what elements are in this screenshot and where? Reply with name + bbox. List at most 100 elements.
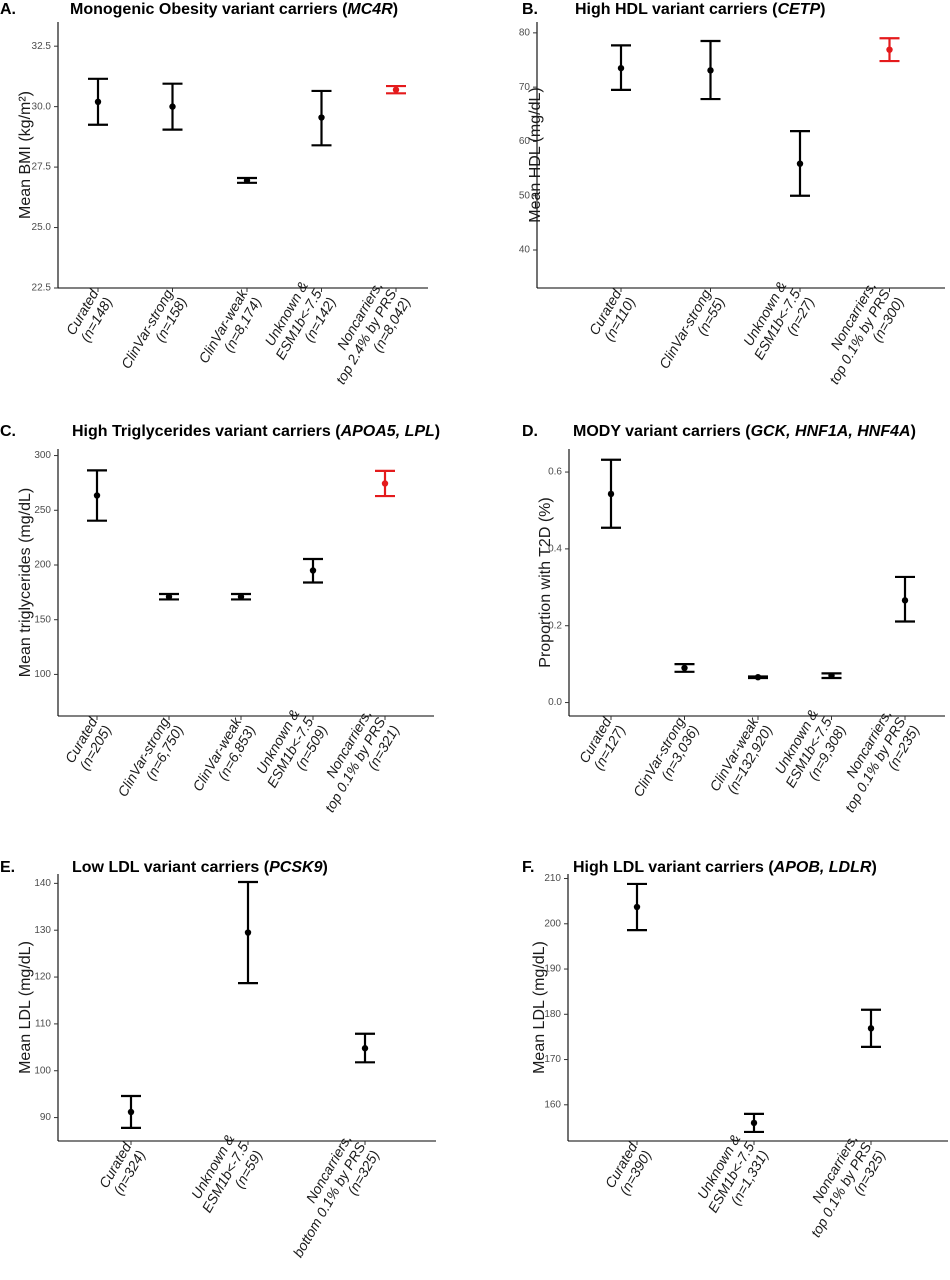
mean-point bbox=[237, 593, 245, 600]
x-category-label: ClinVar-weak(n=8,174) bbox=[195, 286, 264, 374]
y-tick-label: 200 bbox=[34, 560, 51, 571]
chart-title-part: APOA5, LPL bbox=[340, 423, 435, 440]
chart-title: High Triglycerides variant carriers (APO… bbox=[72, 423, 440, 440]
y-tick-label: 180 bbox=[544, 1009, 561, 1020]
chart-title-part: High HDL variant carriers ( bbox=[575, 1, 778, 18]
chart-title-part: ) bbox=[820, 1, 825, 18]
chart-title: Monogenic Obesity variant carriers (MC4R… bbox=[70, 1, 398, 18]
y-tick-label: 32.5 bbox=[32, 41, 52, 52]
x-category-label: Curated(n=205) bbox=[62, 713, 115, 773]
chart-title-part: MODY variant carriers ( bbox=[573, 423, 751, 440]
chart-title-part: High LDL variant carriers ( bbox=[573, 859, 774, 876]
y-tick-label: 27.5 bbox=[32, 162, 52, 173]
x-category-label: Noncarriers,top 0.1% by PRS(n=325) bbox=[793, 1131, 888, 1248]
chart-title-part: High Triglycerides variant carriers ( bbox=[72, 423, 341, 440]
y-tick-label: 90 bbox=[40, 1112, 52, 1123]
x-category-label: Curated(n=127) bbox=[576, 713, 629, 773]
x-category-label: Curated(n=390) bbox=[602, 1138, 655, 1198]
y-tick-label: 170 bbox=[544, 1054, 561, 1065]
x-category-label: Noncarriers,top 0.1% by PRS(n=300) bbox=[812, 278, 907, 395]
y-axis-label: Mean LDL (mg/dL) bbox=[531, 941, 548, 1074]
chart-title-part: Monogenic Obesity variant carriers ( bbox=[70, 1, 348, 18]
y-axis-label: Mean LDL (mg/dL) bbox=[17, 941, 34, 1074]
x-category-label: Noncarriers,bottom 0.1% by PRS(n=325) bbox=[276, 1131, 383, 1268]
y-tick-label: 0.6 bbox=[548, 467, 562, 478]
y-tick-label: 50 bbox=[519, 190, 531, 201]
y-tick-label: 60 bbox=[519, 136, 531, 147]
x-category-label: ClinVar-strong(n=158) bbox=[118, 286, 190, 379]
y-tick-label: 190 bbox=[544, 964, 561, 975]
mean-point bbox=[617, 64, 625, 72]
panel-letter: F. bbox=[522, 859, 534, 876]
y-tick-label: 100 bbox=[34, 1065, 51, 1076]
chart-title-part: MC4R bbox=[347, 1, 393, 18]
y-tick-label: 210 bbox=[544, 873, 561, 884]
chart-title-part: ) bbox=[911, 423, 916, 440]
mean-point bbox=[707, 67, 714, 74]
mean-point bbox=[886, 46, 893, 53]
y-axis-label: Mean BMI (kg/m²) bbox=[17, 91, 34, 219]
x-category-label: Unknown &ESM1b<-7.5(n=27) bbox=[737, 278, 818, 370]
x-category-label: ClinVar-weak(n=132,920) bbox=[706, 714, 775, 802]
mean-point bbox=[318, 114, 325, 121]
x-category-label: Curated(n=110) bbox=[586, 285, 639, 345]
mean-point bbox=[633, 903, 641, 911]
chart-title: High LDL variant carriers (APOB, LDLR) bbox=[573, 859, 877, 876]
x-category-label: Curated(n=148) bbox=[63, 285, 116, 345]
panel-letter: A. bbox=[0, 1, 16, 18]
panel-letter: D. bbox=[522, 423, 538, 440]
y-tick-label: 140 bbox=[34, 878, 51, 889]
mean-point bbox=[681, 664, 688, 672]
mean-point bbox=[754, 673, 762, 681]
x-category-label: Unknown &ESM1b<-7.5(n=142) bbox=[258, 278, 339, 370]
chart-title-part: ) bbox=[393, 1, 398, 18]
mean-point bbox=[901, 597, 909, 604]
x-category-label: ClinVar-strong(n=6,750) bbox=[114, 714, 186, 807]
x-category-label: Unknown &ESM1b<-7.5(n=59) bbox=[185, 1131, 266, 1223]
mean-point bbox=[392, 86, 400, 93]
y-tick-label: 110 bbox=[35, 1019, 51, 1030]
chart-title: Low LDL variant carriers (PCSK9) bbox=[72, 859, 328, 876]
chart-title-part: ) bbox=[871, 859, 876, 876]
x-category-label: Noncarriers,top 0.1% by PRS(n=235) bbox=[827, 706, 922, 823]
y-tick-label: 160 bbox=[544, 1099, 561, 1110]
x-category-label: ClinVar-strong(n=3,036) bbox=[630, 714, 702, 807]
y-tick-label: 0.2 bbox=[548, 620, 562, 631]
mean-point bbox=[361, 1045, 369, 1052]
y-axis-label: Proportion with T2D (%) bbox=[537, 497, 554, 667]
chart-title-part: Low LDL variant carriers ( bbox=[72, 859, 270, 876]
chart-title-part: ) bbox=[322, 859, 327, 876]
mean-point bbox=[750, 1119, 758, 1127]
y-tick-label: 150 bbox=[34, 614, 51, 625]
chart-title-part: GCK, HNF1A, HNF4A bbox=[751, 423, 911, 440]
panel-letter: E. bbox=[0, 859, 15, 876]
x-category-label: Noncarriers,top 2.4% by PRS(n=8,042) bbox=[318, 278, 413, 395]
chart-title-part: CETP bbox=[777, 1, 820, 18]
y-tick-label: 200 bbox=[544, 918, 561, 929]
mean-point bbox=[93, 492, 101, 499]
x-category-label: ClinVar-weak(n=6,853) bbox=[189, 714, 258, 802]
y-tick-label: 130 bbox=[34, 925, 51, 936]
panel-letter: B. bbox=[522, 1, 538, 18]
x-category-label: Unknown &ESM1b<-7.5(n=509) bbox=[250, 706, 331, 798]
chart-panel-1: A. Monogenic Obesity variant carriers (MC… bbox=[0, 1, 428, 395]
mean-point bbox=[127, 1108, 135, 1116]
y-tick-label: 40 bbox=[519, 245, 531, 256]
x-category-label: Curated(n=324) bbox=[96, 1138, 149, 1198]
chart-panel-6: F. High LDL variant carriers (APOB, LDLR)… bbox=[522, 859, 948, 1248]
chart-panel-4: D. MODY variant carriers (GCK, HNF1A, HNF… bbox=[522, 423, 945, 823]
chart-title: MODY variant carriers (GCK, HNF1A, HNF4A… bbox=[573, 423, 916, 440]
mean-point bbox=[243, 177, 251, 184]
y-tick-label: 120 bbox=[34, 972, 51, 983]
mean-point bbox=[244, 929, 252, 936]
y-tick-label: 0.4 bbox=[548, 544, 562, 555]
y-tick-label: 30.0 bbox=[32, 101, 52, 112]
chart-panel-2: B. High HDL variant carriers (CETP) 40 50 60… bbox=[519, 1, 945, 395]
y-tick-label: 0.0 bbox=[548, 697, 562, 708]
y-axis-label: Mean triglycerides (mg/dL) bbox=[17, 488, 34, 677]
mean-point bbox=[309, 567, 317, 574]
mean-point bbox=[607, 490, 615, 498]
mean-point bbox=[867, 1025, 875, 1032]
y-tick-label: 80 bbox=[519, 27, 531, 38]
